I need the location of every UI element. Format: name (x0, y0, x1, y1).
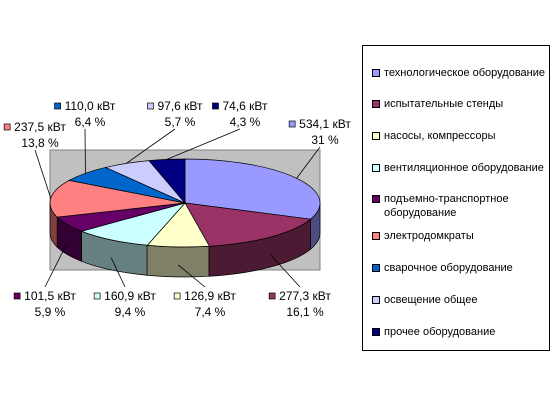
percent-label: 13,8 % (21, 136, 59, 150)
label-swatch (212, 102, 219, 110)
label-swatch (3, 123, 11, 131)
leader-line (110, 257, 126, 288)
label-swatch (268, 292, 276, 300)
legend-label: сварочное оборудование (384, 262, 513, 274)
legend-swatch (372, 164, 380, 172)
legend-item: насосы, компрессоры (372, 129, 554, 143)
legend-swatch (372, 264, 380, 272)
legend-item: электродомкраты (372, 229, 554, 243)
value-label: 74,6 кВт (222, 99, 268, 113)
legend-swatch (372, 232, 380, 240)
leader-line (34, 149, 52, 199)
slice (184, 158, 321, 220)
percent-label: 7,4 % (195, 305, 226, 319)
percent-label: 9,4 % (115, 305, 146, 319)
legend-label: подъемно-транспортное оборудование (384, 193, 509, 219)
percent-label: 5,9 % (35, 305, 66, 319)
legend-swatch (372, 132, 380, 140)
value-label: 97,6 кВт (157, 99, 203, 113)
value-label: 160,9 кВт (104, 289, 156, 303)
legend-item: вентиляционное оборудование (372, 161, 554, 175)
value-label: 101,5 кВт (24, 289, 76, 303)
legend-item: испытательные стенды (372, 97, 554, 111)
legend-item: технологическое оборудование (372, 66, 554, 80)
label-swatch (13, 292, 21, 300)
legend-swatch (372, 296, 380, 304)
legend-label: вентиляционное оборудование (384, 162, 544, 174)
slice (148, 158, 186, 204)
legend-label: электродомкраты (384, 230, 474, 242)
value-label: 237,5 кВт (14, 120, 66, 134)
leader-line (44, 242, 68, 288)
value-label: 110,0 кВт (65, 99, 116, 113)
legend: технологическое оборудование испытательны… (362, 45, 550, 351)
slice (49, 179, 186, 218)
legend-label: насосы, компрессоры (384, 130, 496, 142)
percent-label: 5,7 % (165, 115, 196, 129)
label-swatch (147, 102, 154, 110)
legend-label: испытательные стенды (384, 98, 504, 110)
legend-swatch (372, 328, 380, 336)
legend-swatch (372, 69, 380, 77)
value-label: 277,3 кВт (279, 289, 331, 303)
leader-line (177, 264, 206, 288)
leader-line (126, 128, 176, 164)
legend-label: прочее оборудование (384, 326, 496, 338)
label-swatch (288, 120, 296, 128)
leader-line (166, 128, 241, 160)
label-swatch (54, 102, 61, 110)
legend-swatch (372, 195, 380, 203)
percent-label: 4,3 % (230, 115, 261, 129)
percent-label: 6,4 % (75, 115, 106, 129)
leader-line (296, 146, 321, 179)
value-label: 126,9 кВт (184, 289, 236, 303)
legend-item: освещение общее (372, 293, 554, 307)
value-label: 534,1 кВт (299, 117, 351, 131)
slice (80, 202, 187, 246)
slice-side (146, 244, 210, 278)
label-swatch (173, 292, 181, 300)
percent-label: 31 % (311, 133, 339, 147)
legend-item: сварочное оборудование (372, 261, 554, 275)
legend-swatch (372, 100, 380, 108)
legend-label: технологическое оборудование (384, 67, 546, 79)
legend-item: подъемно-транспортное оборудование (372, 192, 554, 220)
percent-label: 16,1 % (286, 305, 324, 319)
legend-label: освещение общее (384, 294, 478, 306)
slice (184, 202, 312, 247)
leader-line (270, 254, 301, 288)
label-swatch (93, 292, 101, 300)
legend-item: прочее оборудование (372, 325, 554, 339)
